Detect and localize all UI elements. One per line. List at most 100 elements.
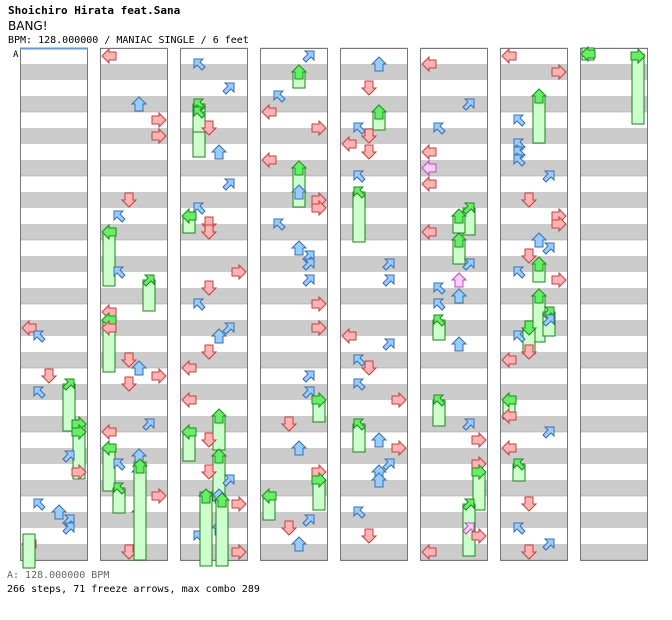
step-arrow — [33, 386, 46, 399]
step-arrow — [71, 423, 87, 441]
step-arrow — [302, 514, 315, 527]
step-arrow — [520, 496, 538, 512]
step-arrow — [113, 482, 126, 495]
step-arrow — [462, 418, 475, 431]
step-arrow — [311, 199, 327, 217]
step-arrow — [520, 544, 538, 560]
chart-meta: BPM: 128.000000 / MANIAC SINGLE / 6 feet — [8, 35, 249, 46]
step-arrow — [101, 47, 117, 65]
step-arrow — [630, 47, 646, 65]
step-arrow — [142, 274, 155, 287]
step-arrow — [542, 538, 555, 551]
step-chart: A — [13, 45, 648, 569]
step-arrow — [142, 418, 155, 431]
step-arrow — [421, 223, 437, 241]
step-arrow — [520, 320, 538, 336]
step-arrow — [151, 111, 167, 129]
song-artist: Shoichiro Hirata feat.Sana — [8, 4, 181, 17]
step-arrow — [181, 423, 197, 441]
step-arrow — [213, 492, 231, 508]
step-arrow — [222, 82, 235, 95]
step-arrow — [382, 458, 395, 471]
step-arrow — [450, 232, 468, 248]
step-arrow — [471, 431, 487, 449]
step-arrow — [530, 256, 548, 272]
step-arrow — [370, 432, 388, 448]
step-arrow — [231, 495, 247, 513]
step-arrow — [302, 370, 315, 383]
step-arrow — [551, 271, 567, 289]
step-arrow — [530, 232, 548, 248]
step-arrow — [462, 498, 475, 511]
step-arrow — [120, 544, 138, 560]
step-arrow — [360, 80, 378, 96]
step-arrow — [513, 458, 526, 471]
step-arrow — [200, 464, 218, 480]
step-arrow — [101, 319, 117, 337]
step-arrow — [101, 423, 117, 441]
step-arrow — [450, 208, 468, 224]
step-arrow — [382, 274, 395, 287]
step-arrow — [290, 440, 308, 456]
step-arrow — [200, 224, 218, 240]
step-arrow — [433, 314, 446, 327]
step-arrow — [210, 328, 228, 344]
step-arrow — [151, 367, 167, 385]
step-arrow — [40, 368, 58, 384]
step-arrow — [222, 474, 235, 487]
step-arrow — [433, 282, 446, 295]
step-arrow — [71, 463, 87, 481]
step-arrow — [513, 522, 526, 535]
step-arrow — [193, 58, 206, 71]
step-arrow — [353, 506, 366, 519]
step-arrow — [513, 330, 526, 343]
step-arrow — [341, 135, 357, 153]
step-arrow — [462, 98, 475, 111]
step-arrow — [231, 263, 247, 281]
step-arrow — [210, 144, 228, 160]
step-arrow — [181, 359, 197, 377]
step-arrow — [273, 90, 286, 103]
step-arrow — [120, 352, 138, 368]
step-arrow — [501, 391, 517, 409]
step-arrow — [280, 416, 298, 432]
step-arrow — [280, 520, 298, 536]
freeze-arrow — [133, 461, 147, 561]
step-arrow — [290, 64, 308, 80]
step-arrow — [113, 266, 126, 279]
step-arrow — [580, 45, 596, 63]
step-arrow — [200, 432, 218, 448]
step-arrow — [120, 376, 138, 392]
step-arrow — [151, 487, 167, 505]
step-arrow — [181, 207, 197, 225]
freeze-arrow — [352, 191, 366, 243]
chart-stats: 266 steps, 71 freeze arrows, max combo 2… — [7, 584, 260, 595]
step-arrow — [353, 378, 366, 391]
step-arrow — [501, 439, 517, 457]
step-arrow — [311, 295, 327, 313]
step-arrow — [130, 96, 148, 112]
step-arrow — [341, 327, 357, 345]
freeze-arrow — [215, 499, 229, 567]
step-arrow — [200, 120, 218, 136]
step-arrow — [391, 391, 407, 409]
step-arrow — [193, 298, 206, 311]
step-arrow — [360, 128, 378, 144]
step-arrow — [210, 408, 228, 424]
step-arrow — [101, 223, 117, 241]
step-arrow — [542, 170, 555, 183]
step-arrow — [421, 175, 437, 193]
step-arrow — [131, 458, 149, 474]
step-arrow — [501, 407, 517, 425]
step-arrow — [551, 63, 567, 81]
step-arrow — [382, 258, 395, 271]
step-arrow — [513, 114, 526, 127]
step-arrow — [151, 127, 167, 145]
step-arrow — [450, 336, 468, 352]
step-arrow — [462, 202, 475, 215]
bpm-legend: A: 128.000000 BPM — [7, 570, 110, 581]
step-arrow — [520, 192, 538, 208]
step-arrow — [353, 418, 366, 431]
step-arrow — [421, 543, 437, 561]
step-arrow — [462, 258, 475, 271]
